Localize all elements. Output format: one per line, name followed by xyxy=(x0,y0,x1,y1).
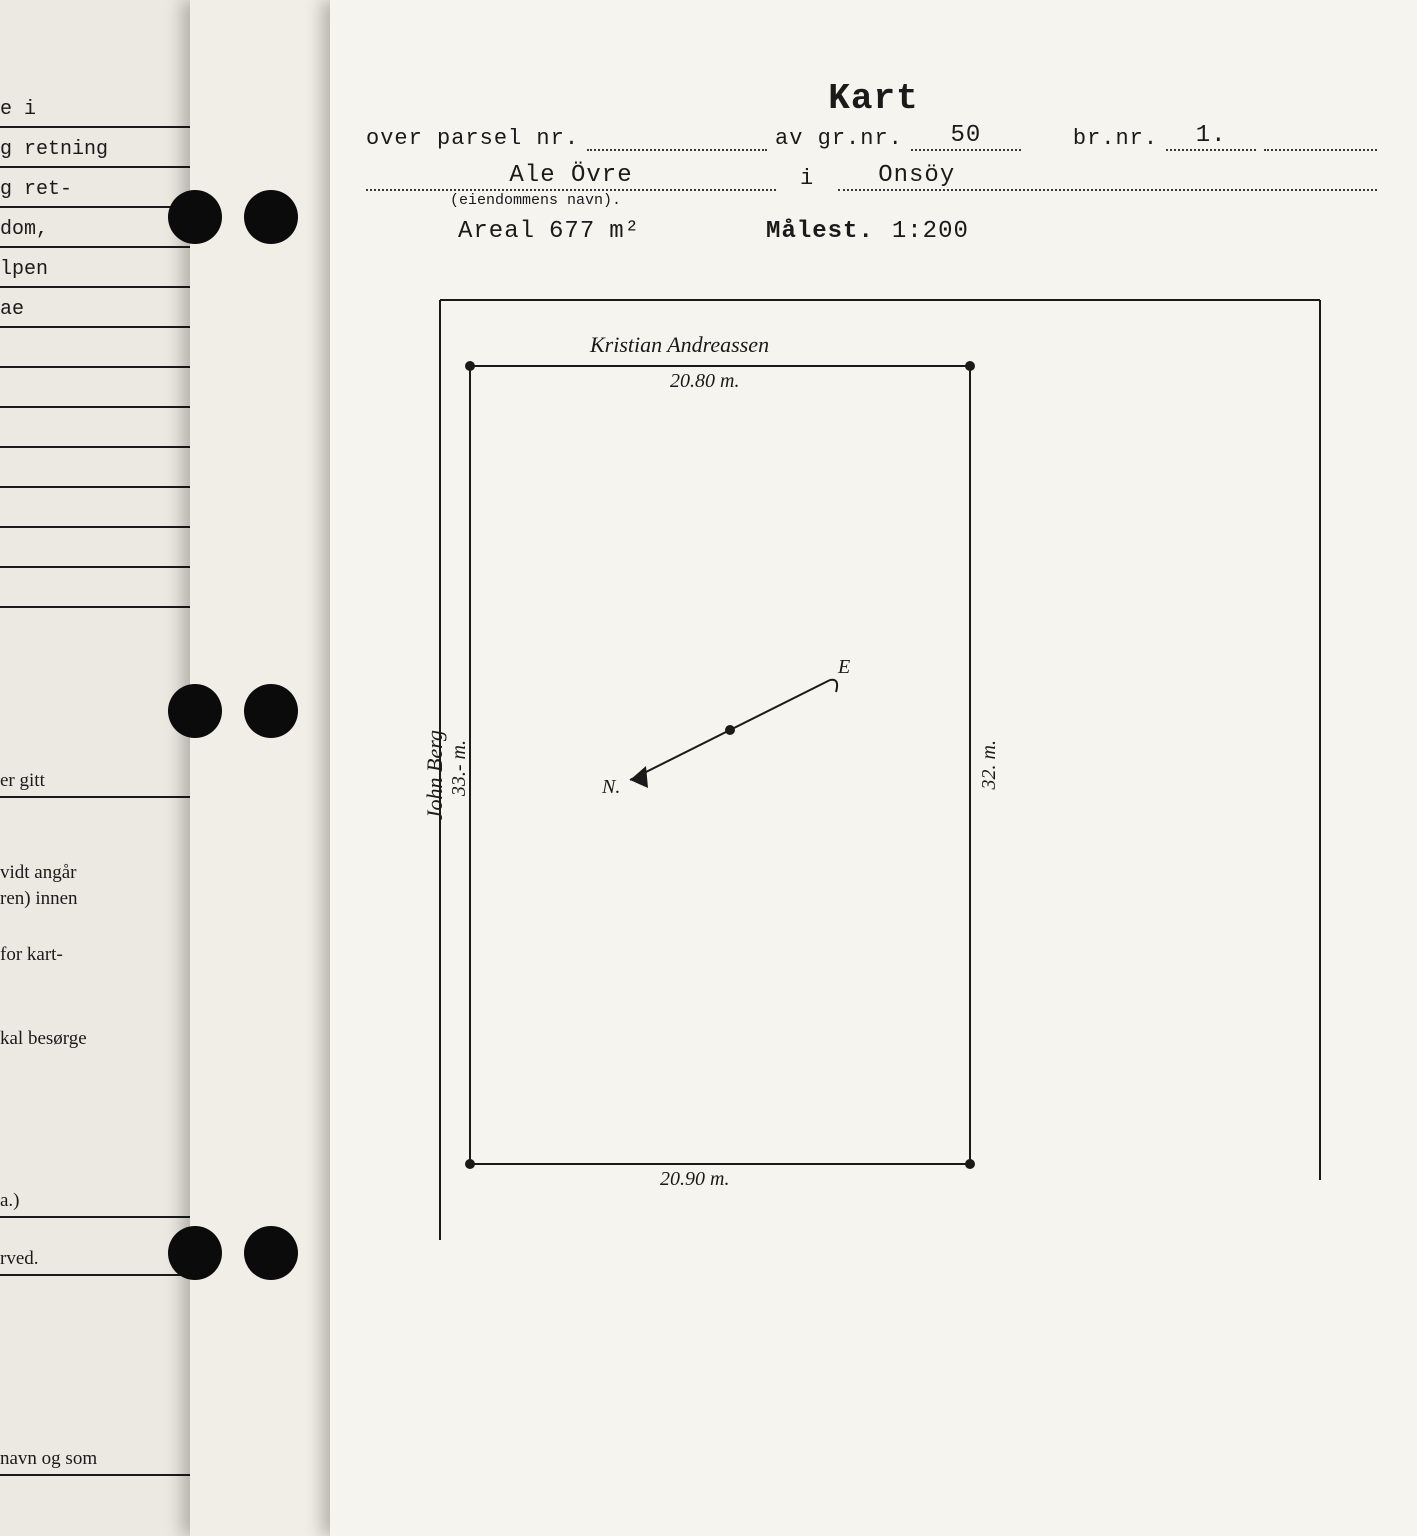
fragment: dom, xyxy=(0,218,48,241)
punch-hole-icon xyxy=(244,190,298,244)
rule xyxy=(0,796,216,798)
punch-hole-icon xyxy=(168,1226,222,1280)
rule xyxy=(0,366,216,368)
rule xyxy=(0,566,216,568)
neighbor-top: Kristian Andreassen xyxy=(590,332,769,358)
fragment: e i xyxy=(0,98,36,121)
fragment: ren) innen xyxy=(0,888,78,910)
rule xyxy=(0,606,216,608)
fragment: rved. xyxy=(0,1248,39,1270)
fragment: ae xyxy=(0,298,24,321)
rule xyxy=(0,1216,216,1218)
punch-hole-icon xyxy=(168,684,222,738)
neighbor-left: John Berg xyxy=(422,730,448,820)
compass-e-label: E xyxy=(838,656,850,679)
rule xyxy=(0,446,216,448)
fragment: navn og som xyxy=(0,1448,97,1470)
compass-n-label: N. xyxy=(602,776,620,799)
fragment: g retning xyxy=(0,138,108,161)
fragment: vidt angår xyxy=(0,862,77,884)
rule xyxy=(0,486,216,488)
rule xyxy=(0,1474,216,1476)
fragment: g ret- xyxy=(0,178,72,201)
map-drawing xyxy=(330,0,1417,1300)
fragment: er gitt xyxy=(0,770,45,792)
fragment: kal besørge xyxy=(0,1028,87,1050)
measure-left: 33.- m. xyxy=(448,740,471,796)
rule xyxy=(0,526,216,528)
fragment: for kart- xyxy=(0,944,63,966)
punch-hole-icon xyxy=(244,1226,298,1280)
page-main: Kart over parsel nr. av gr.nr. 50 br.nr.… xyxy=(330,0,1417,1536)
rule xyxy=(0,246,216,248)
punch-hole-icon xyxy=(244,684,298,738)
rule xyxy=(0,286,216,288)
measure-top: 20.80 m. xyxy=(670,370,739,393)
measure-bottom: 20.90 m. xyxy=(660,1168,729,1191)
fragment: a.) xyxy=(0,1190,20,1212)
rule xyxy=(0,406,216,408)
rule xyxy=(0,326,216,328)
rule xyxy=(0,126,216,128)
fragment: lpen xyxy=(0,258,48,281)
measure-right: 32. m. xyxy=(978,740,1001,789)
punch-hole-icon xyxy=(168,190,222,244)
rule xyxy=(0,166,216,168)
